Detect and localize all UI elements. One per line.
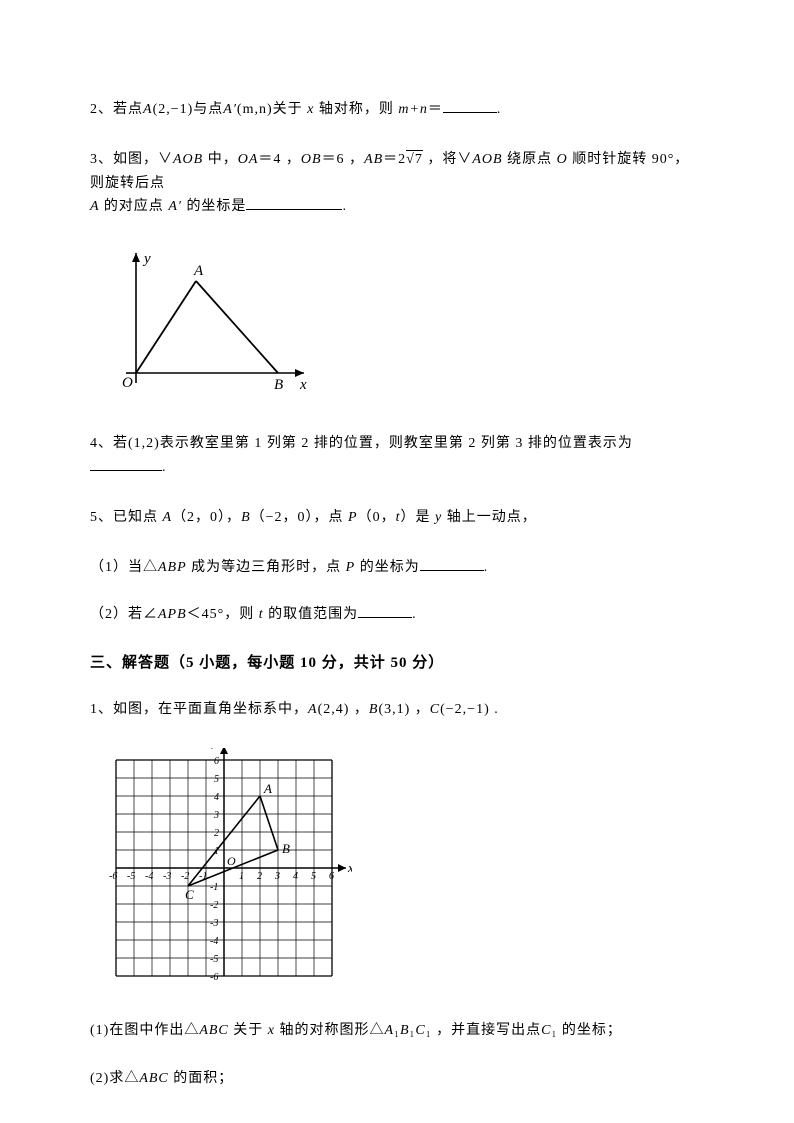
q2-mid1: 与点 bbox=[193, 102, 223, 117]
svg-text:-3: -3 bbox=[210, 918, 218, 929]
figure-2-svg: -6-5-4-3-2-1123456-6-5-4-3-2-1123456OxyA… bbox=[96, 748, 352, 988]
q3-suffix: . bbox=[342, 199, 347, 214]
q2-mn: m+n bbox=[394, 102, 428, 117]
svg-text:-6: -6 bbox=[109, 871, 117, 882]
q5-head: 5、已知点 A（2，0），B（−2，0），点 P（0，t）是 y 轴上一动点， bbox=[90, 510, 537, 525]
question-2: 2、若点A(2,−1)与点A′(m,n)关于 x 轴对称，则 m+n＝. bbox=[90, 98, 704, 122]
solve-1-part2: (2)求△ABC 的面积； bbox=[90, 1067, 704, 1091]
s1p1-text: (1)在图中作出△ABC 关于 x 轴的对称图形△A₁B₁C₁ ，并直接写出点C… bbox=[90, 1023, 622, 1038]
svg-text:B: B bbox=[274, 377, 283, 393]
s1-head: 1、如图，在平面直角坐标系中，A(2,4) ，B(3,1) ，C(−2,−1) … bbox=[90, 702, 499, 717]
q2-Apcoord: (m,n) bbox=[237, 102, 273, 117]
q2-Ap: A′ bbox=[223, 102, 237, 117]
svg-text:x: x bbox=[347, 860, 352, 875]
q5p1-suffix: . bbox=[484, 560, 489, 575]
question-3: 3、如图，∨AOB 中，OA＝4 ，OB＝6 ，AB＝2√7 ，将∨AOB 绕原… bbox=[90, 148, 704, 219]
q5p2-text: （2）若∠APB＜45°，则 t 的取值范围为 bbox=[90, 607, 358, 622]
svg-text:-1: -1 bbox=[210, 882, 218, 893]
svg-text:2: 2 bbox=[257, 871, 262, 882]
svg-text:-6: -6 bbox=[210, 972, 218, 983]
figure-triangle-aob: A B Ox y bbox=[106, 245, 704, 410]
q2-Acoord: (2,−1) bbox=[153, 102, 194, 117]
svg-text:y: y bbox=[142, 251, 151, 267]
q2-eq: ＝ bbox=[428, 102, 443, 117]
svg-text:y: y bbox=[210, 748, 218, 749]
svg-text:A: A bbox=[263, 781, 272, 796]
svg-text:5: 5 bbox=[311, 871, 316, 882]
page: 2、若点A(2,−1)与点A′(m,n)关于 x 轴对称，则 m+n＝. 3、如… bbox=[0, 0, 794, 1123]
svg-text:4: 4 bbox=[214, 792, 219, 803]
q3-blank bbox=[246, 195, 342, 210]
figure-coordinate-grid: -6-5-4-3-2-1123456-6-5-4-3-2-1123456OxyA… bbox=[96, 748, 704, 993]
q2-prefix: 2、若点 bbox=[90, 102, 143, 117]
s1p2-text: (2)求△ABC 的面积； bbox=[90, 1071, 233, 1086]
q3-line1: 3、如图，∨AOB 中，OA＝4 ，OB＝6 ，AB＝2√7 ，将∨AOB 绕原… bbox=[90, 150, 689, 191]
svg-text:O: O bbox=[122, 375, 133, 391]
svg-text:B: B bbox=[282, 841, 290, 856]
svg-text:6: 6 bbox=[214, 756, 219, 767]
q3-t2: 的坐标是 bbox=[186, 199, 246, 214]
q3-t1: 的对应点 bbox=[104, 199, 164, 214]
svg-text:-2: -2 bbox=[210, 900, 218, 911]
q2-suffix: . bbox=[497, 102, 502, 117]
svg-text:-4: -4 bbox=[145, 871, 153, 882]
q2-A: A bbox=[143, 102, 153, 117]
svg-text:-2: -2 bbox=[181, 871, 189, 882]
svg-text:2: 2 bbox=[214, 828, 219, 839]
svg-text:-3: -3 bbox=[163, 871, 171, 882]
svg-text:3: 3 bbox=[274, 871, 280, 882]
q5p1-text: （1）当△ABP 成为等边三角形时，点 P 的坐标为 bbox=[90, 560, 420, 575]
svg-text:3: 3 bbox=[213, 810, 219, 821]
q5p2-blank bbox=[358, 603, 412, 618]
svg-text:4: 4 bbox=[293, 871, 298, 882]
q3-A: A bbox=[90, 199, 104, 214]
question-5-head: 5、已知点 A（2，0），B（−2，0），点 P（0，t）是 y 轴上一动点， bbox=[90, 506, 704, 530]
svg-text:-4: -4 bbox=[210, 936, 218, 947]
q2-mid2: 关于 bbox=[273, 102, 303, 117]
svg-text:C: C bbox=[185, 887, 194, 902]
question-5-part2: （2）若∠APB＜45°，则 t 的取值范围为. bbox=[90, 603, 704, 627]
q2-blank bbox=[443, 98, 497, 113]
q4-suffix: . bbox=[162, 460, 167, 475]
q5p1-blank bbox=[420, 556, 484, 571]
q2-x: x bbox=[303, 102, 319, 117]
figure-1-svg: A B Ox y bbox=[106, 245, 312, 405]
svg-text:A: A bbox=[193, 263, 204, 279]
q4-blank bbox=[90, 456, 162, 471]
svg-text:-5: -5 bbox=[210, 954, 218, 965]
svg-text:-5: -5 bbox=[127, 871, 135, 882]
q5p2-suffix: . bbox=[412, 607, 417, 622]
svg-text:5: 5 bbox=[214, 774, 219, 785]
question-5-part1: （1）当△ABP 成为等边三角形时，点 P 的坐标为. bbox=[90, 556, 704, 580]
q3-Ap: A′ bbox=[164, 199, 187, 214]
svg-text:O: O bbox=[227, 854, 236, 868]
section-3-title: 三、解答题（5 小题，每小题 10 分，共计 50 分） bbox=[90, 651, 704, 672]
question-4: 4、若(1,2)表示教室里第 1 列第 2 排的位置，则教室里第 2 列第 3 … bbox=[90, 432, 704, 480]
svg-text:1: 1 bbox=[239, 871, 244, 882]
q4-text: 4、若(1,2)表示教室里第 1 列第 2 排的位置，则教室里第 2 列第 3 … bbox=[90, 436, 633, 451]
solve-1-part1: (1)在图中作出△ABC 关于 x 轴的对称图形△A₁B₁C₁ ，并直接写出点C… bbox=[90, 1019, 704, 1043]
solve-1-head: 1、如图，在平面直角坐标系中，A(2,4) ，B(3,1) ，C(−2,−1) … bbox=[90, 698, 704, 722]
svg-text:x: x bbox=[299, 377, 307, 393]
svg-text:6: 6 bbox=[329, 871, 334, 882]
q2-mid3: 轴对称，则 bbox=[319, 102, 394, 117]
